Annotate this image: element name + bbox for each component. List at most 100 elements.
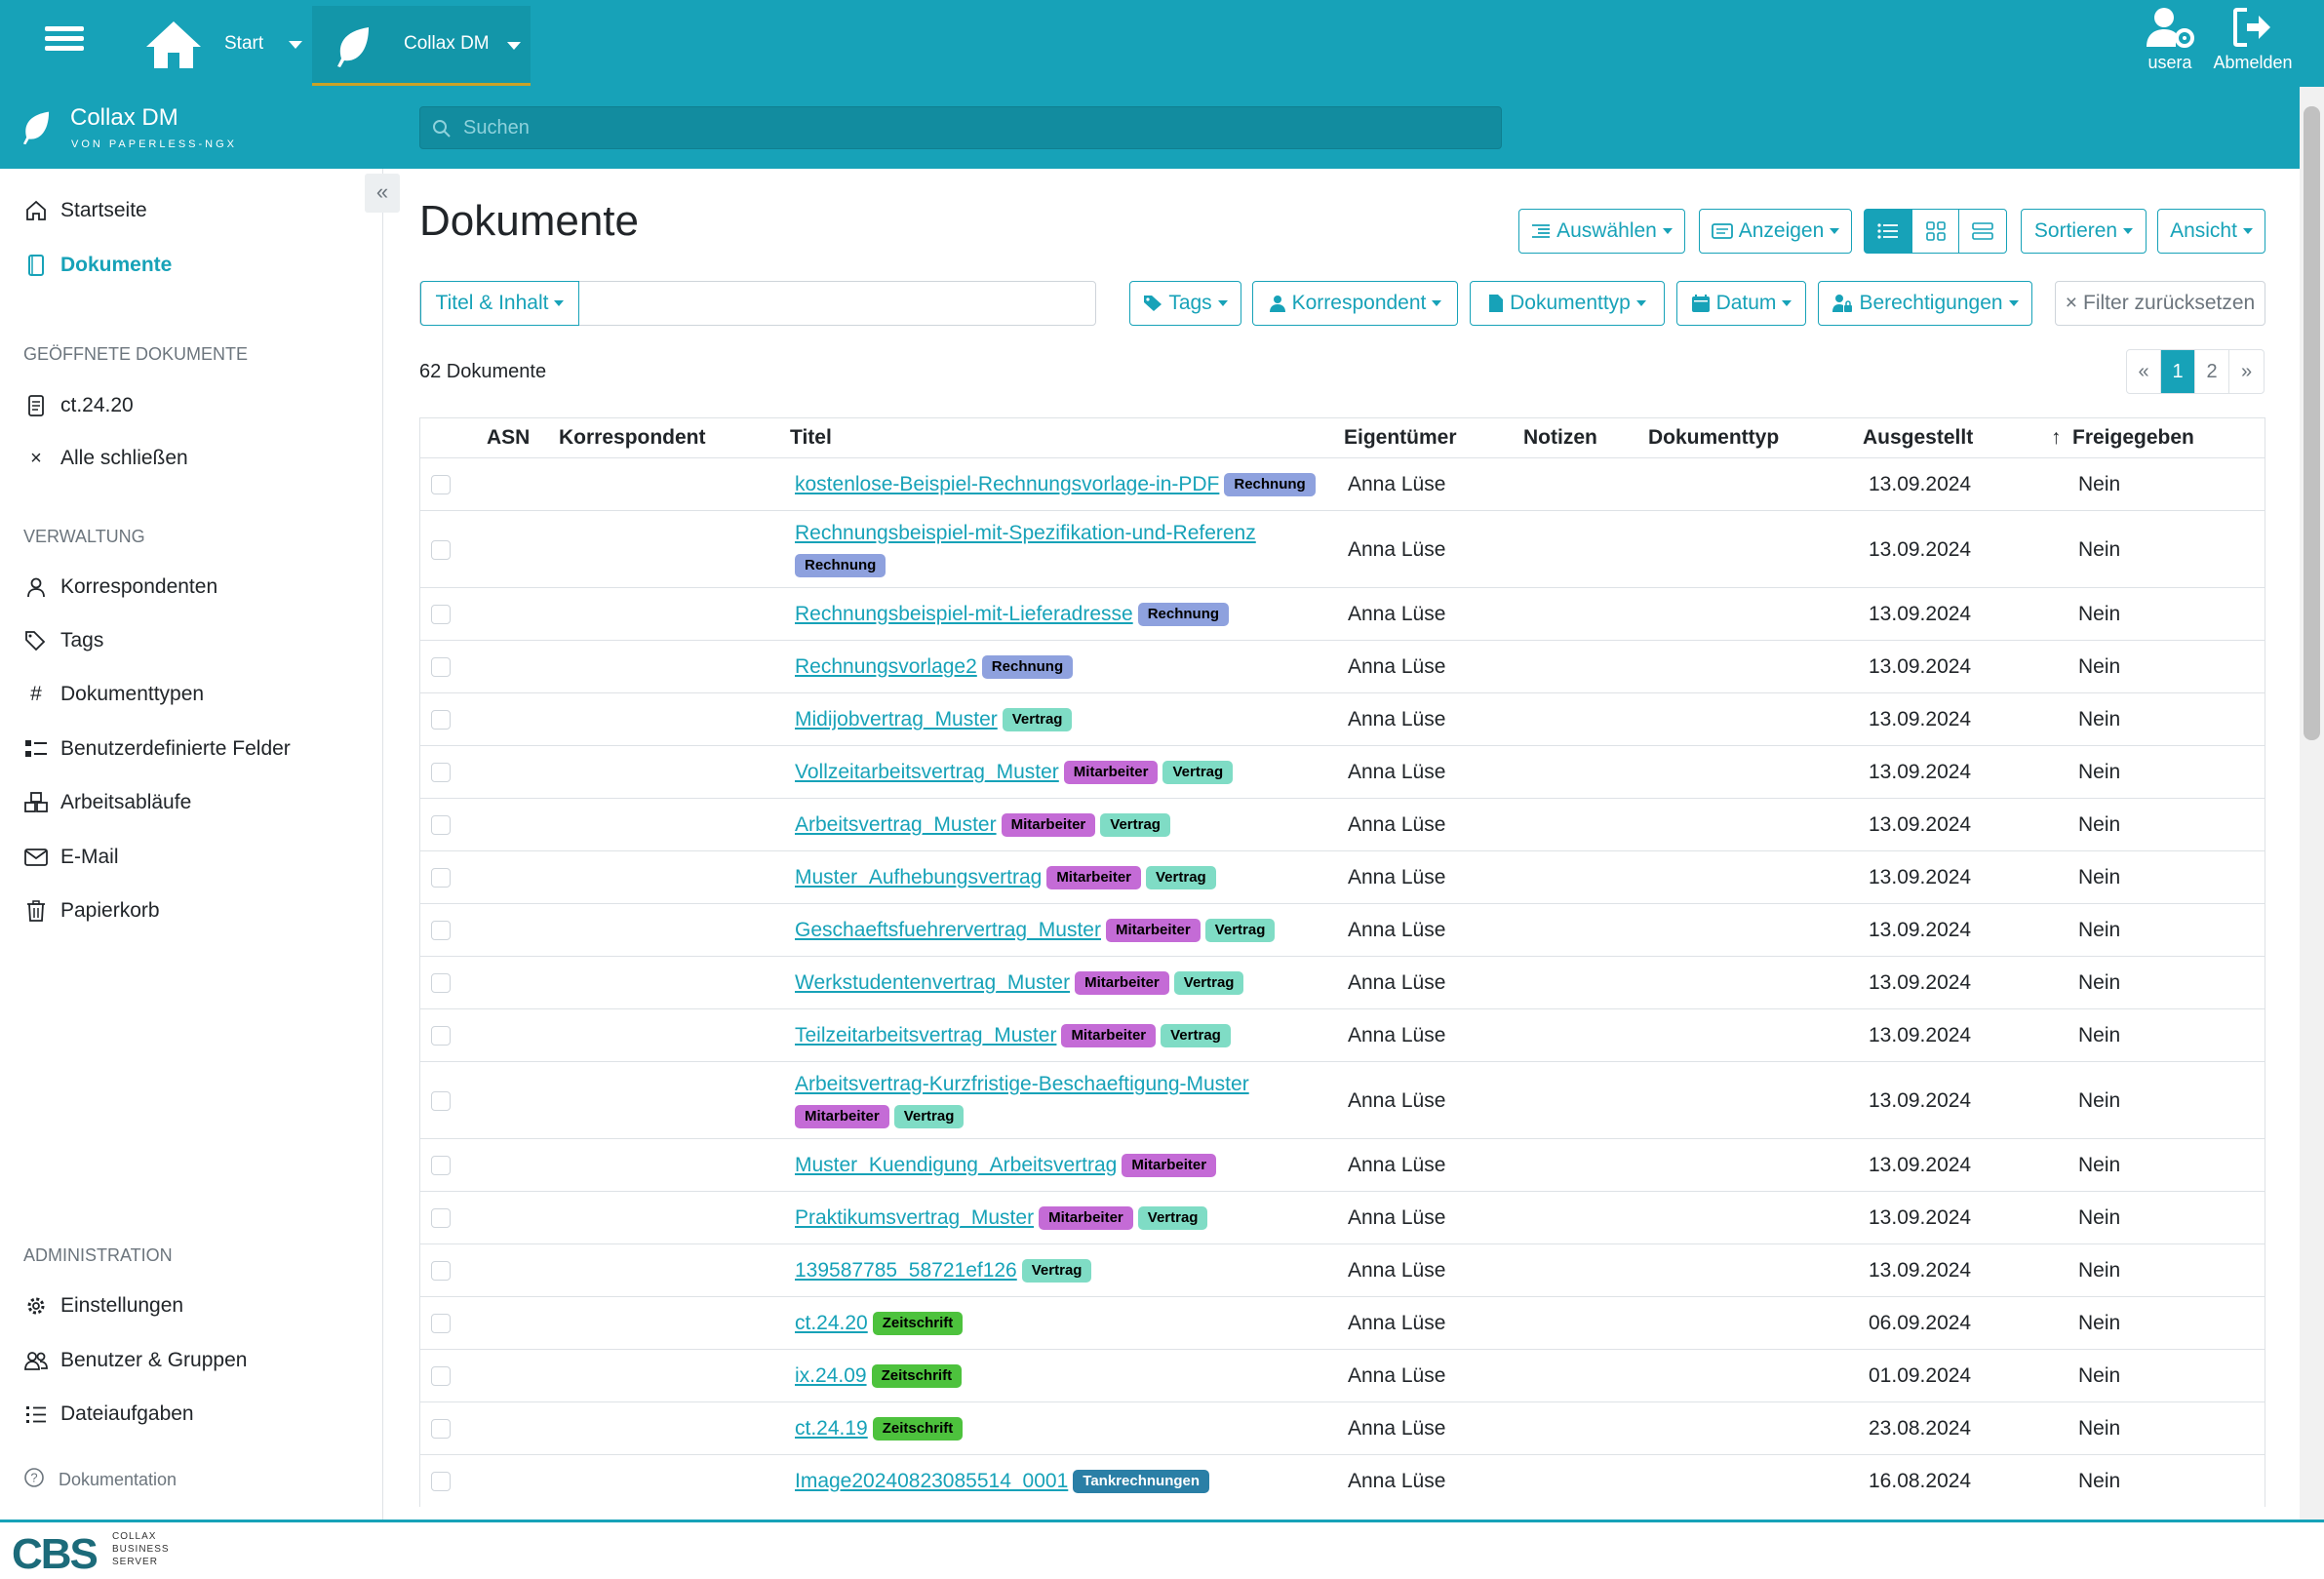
table-row[interactable]: Rechnungsbeispiel-mit-Spezifikation-und-…	[420, 510, 2265, 587]
column-header-owner[interactable]: Eigentümer	[1344, 426, 1457, 449]
document-title-link[interactable]: Image20240823085514_0001	[795, 1470, 1069, 1492]
document-title-link[interactable]: Geschaeftsfuehrervertrag_Muster	[795, 919, 1101, 941]
sidebar-item-benutzer-gruppen[interactable]: Benutzer & Gruppen	[23, 1343, 247, 1378]
row-checkbox[interactable]	[431, 657, 451, 677]
document-title-link[interactable]: Arbeitsvertrag-Kurzfristige-Beschaeftigu…	[795, 1073, 1249, 1095]
table-row[interactable]: Arbeitsvertrag_Muster Mitarbeiter Vertrag A…	[420, 798, 2265, 850]
app-tab-collax-dm[interactable]: Collax DM	[312, 6, 531, 86]
document-title-link[interactable]: Arbeitsvertrag_Muster	[795, 813, 997, 836]
start-menu-label[interactable]: Start	[224, 33, 264, 54]
row-checkbox[interactable]	[431, 763, 451, 782]
table-row[interactable]: Image20240823085514_0001 Tankrechnungen An…	[420, 1454, 2265, 1507]
tag-badge[interactable]: Vertrag	[1137, 1206, 1208, 1231]
column-header-asn[interactable]: ASN	[487, 426, 531, 449]
row-checkbox[interactable]	[431, 1026, 451, 1046]
row-checkbox[interactable]	[431, 1090, 451, 1111]
tags-filter-button[interactable]: Tags	[1129, 281, 1241, 326]
user-menu[interactable]: usera	[2136, 6, 2204, 73]
document-title-link[interactable]: Vollzeitarbeitsvertrag_Muster	[795, 761, 1059, 783]
tag-badge[interactable]: Mitarbeiter	[1046, 866, 1141, 890]
sidebar-item-tags[interactable]: Tags	[23, 623, 103, 658]
sidebar-item-startseite[interactable]: Startseite	[23, 193, 147, 228]
tag-badge[interactable]: Mitarbeiter	[1075, 971, 1169, 996]
sidebar-open-doc-ct-24-20[interactable]: ct.24.20	[23, 388, 134, 423]
table-row[interactable]: Muster_Kuendigung_Arbeitsvertrag Mitarbei…	[420, 1138, 2265, 1191]
sidebar-item-benutzerdefinierte-felder[interactable]: Benutzerdefinierte Felder	[23, 731, 291, 767]
document-title-link[interactable]: Rechnungsbeispiel-mit-Spezifikation-und-…	[795, 522, 1256, 544]
row-checkbox[interactable]	[431, 1472, 451, 1491]
view-small-cards-button[interactable]	[1911, 209, 1959, 254]
tag-badge[interactable]: Mitarbeiter	[1105, 919, 1201, 943]
title-content-input[interactable]	[586, 286, 1083, 321]
sort-dropdown-button[interactable]: Sortieren	[2021, 209, 2147, 254]
row-checkbox[interactable]	[431, 1261, 451, 1281]
document-title-link[interactable]: Praktikumsvertrag_Muster	[795, 1206, 1035, 1229]
hamburger-menu-icon[interactable]	[45, 21, 84, 64]
row-checkbox[interactable]	[431, 1314, 451, 1333]
table-row[interactable]: Midijobvertrag_Muster Vertrag Anna Lüse 13.…	[420, 692, 2265, 745]
document-title-link[interactable]: kostenlose-Beispiel-Rechnungsvorlage-in-…	[795, 473, 1220, 495]
row-checkbox[interactable]	[431, 973, 451, 993]
sidebar-item-dokumenttypen[interactable]: # Dokumenttypen	[23, 677, 204, 712]
tag-badge[interactable]: Vertrag	[1162, 761, 1234, 785]
view-table-button[interactable]	[1864, 209, 1912, 254]
pagination-page-1[interactable]: 1	[2161, 350, 2195, 393]
pagination-prev[interactable]: «	[2127, 350, 2161, 393]
sort-arrow-up-icon[interactable]: ↑	[2051, 426, 2062, 449]
tag-badge[interactable]: Vertrag	[1002, 708, 1073, 732]
tag-badge[interactable]: Vertrag	[1204, 919, 1276, 943]
document-title-link[interactable]: 139587785_58721ef126	[795, 1259, 1017, 1282]
sidebar-item-einstellungen[interactable]: Einstellungen	[23, 1288, 183, 1323]
search-input[interactable]	[463, 107, 1487, 148]
tag-badge[interactable]: Rechnung	[1224, 473, 1316, 497]
document-title-link[interactable]: Werkstudentenvertrag_Muster	[795, 971, 1071, 994]
column-header-issued[interactable]: Ausgestellt	[1863, 426, 1974, 449]
row-checkbox[interactable]	[431, 475, 451, 494]
table-row[interactable]: Muster_Aufhebungsvertrag Mitarbeiter Vertr…	[420, 850, 2265, 903]
sidebar-item-korrespondenten[interactable]: Korrespondenten	[23, 570, 217, 605]
global-search[interactable]	[419, 106, 1502, 149]
document-title-link[interactable]: ix.24.09	[795, 1364, 867, 1387]
view-dropdown-button[interactable]: Ansicht	[2157, 209, 2265, 254]
start-dropdown-icon[interactable]	[289, 41, 302, 49]
collapse-sidebar-icon[interactable]: «	[365, 174, 400, 213]
tag-badge[interactable]: Vertrag	[1100, 813, 1170, 838]
column-header-shared[interactable]: Freigegeben	[2072, 426, 2194, 449]
sidebar-item-dateiaufgaben[interactable]: Dateiaufgaben	[23, 1397, 194, 1432]
sidebar-item-dokumente[interactable]: Dokumente	[23, 248, 172, 283]
row-checkbox[interactable]	[431, 1156, 451, 1175]
table-row[interactable]: Vollzeitarbeitsvertrag_Muster Mitarbeiter…	[420, 745, 2265, 798]
tag-badge[interactable]: Vertrag	[1021, 1259, 1092, 1283]
row-checkbox[interactable]	[431, 539, 451, 560]
tag-badge[interactable]: Mitarbeiter	[1039, 1206, 1133, 1231]
document-title-link[interactable]: Rechnungsvorlage2	[795, 655, 977, 678]
pagination-page-2[interactable]: 2	[2195, 350, 2229, 393]
column-header-title[interactable]: Titel	[790, 426, 832, 449]
tag-badge[interactable]: Zeitschrift	[872, 1312, 964, 1336]
tag-badge[interactable]: Zeitschrift	[871, 1364, 963, 1389]
column-header-doctype[interactable]: Dokumenttyp	[1648, 426, 1780, 449]
reset-filters-button[interactable]: × Filter zurücksetzen	[2055, 281, 2265, 326]
title-content-select[interactable]: Titel & Inhalt	[420, 281, 579, 326]
table-row[interactable]: Arbeitsvertrag-Kurzfristige-Beschaeftigu…	[420, 1061, 2265, 1138]
home-icon[interactable]	[144, 20, 203, 70]
row-checkbox[interactable]	[431, 1366, 451, 1386]
sidebar-close-all[interactable]: × Alle schließen	[23, 441, 188, 476]
tag-badge[interactable]: Rechnung	[981, 655, 1074, 680]
tag-badge[interactable]: Vertrag	[1161, 1024, 1231, 1048]
table-row[interactable]: Werkstudentenvertrag_Muster Mitarbeiter Ve…	[420, 956, 2265, 1008]
document-title-link[interactable]: Rechnungsbeispiel-mit-Lieferadresse	[795, 603, 1133, 625]
document-title-link[interactable]: Muster_Aufhebungsvertrag	[795, 866, 1043, 888]
select-dropdown-button[interactable]: Auswählen	[1518, 209, 1685, 254]
table-row[interactable]: Rechnungsvorlage2 Rechnung Anna Lüse 13.09.…	[420, 640, 2265, 692]
scrollbar-thumb[interactable]	[2304, 106, 2320, 740]
tag-badge[interactable]: Vertrag	[1173, 971, 1244, 996]
show-dropdown-button[interactable]: Anzeigen	[1699, 209, 1852, 254]
tag-badge[interactable]: Mitarbeiter	[1001, 813, 1096, 838]
table-row[interactable]: ix.24.09 Zeitschrift Anna Lüse 01.09.2024 Ne…	[420, 1349, 2265, 1401]
sidebar-item-papierkorb[interactable]: Papierkorb	[23, 893, 160, 928]
table-row[interactable]: Geschaeftsfuehrervertrag_Muster Mitarbeit…	[420, 903, 2265, 956]
document-title-link[interactable]: ct.24.20	[795, 1312, 868, 1334]
table-row[interactable]: ct.24.20 Zeitschrift Anna Lüse 06.09.2024 Ne…	[420, 1296, 2265, 1349]
row-checkbox[interactable]	[431, 815, 451, 835]
